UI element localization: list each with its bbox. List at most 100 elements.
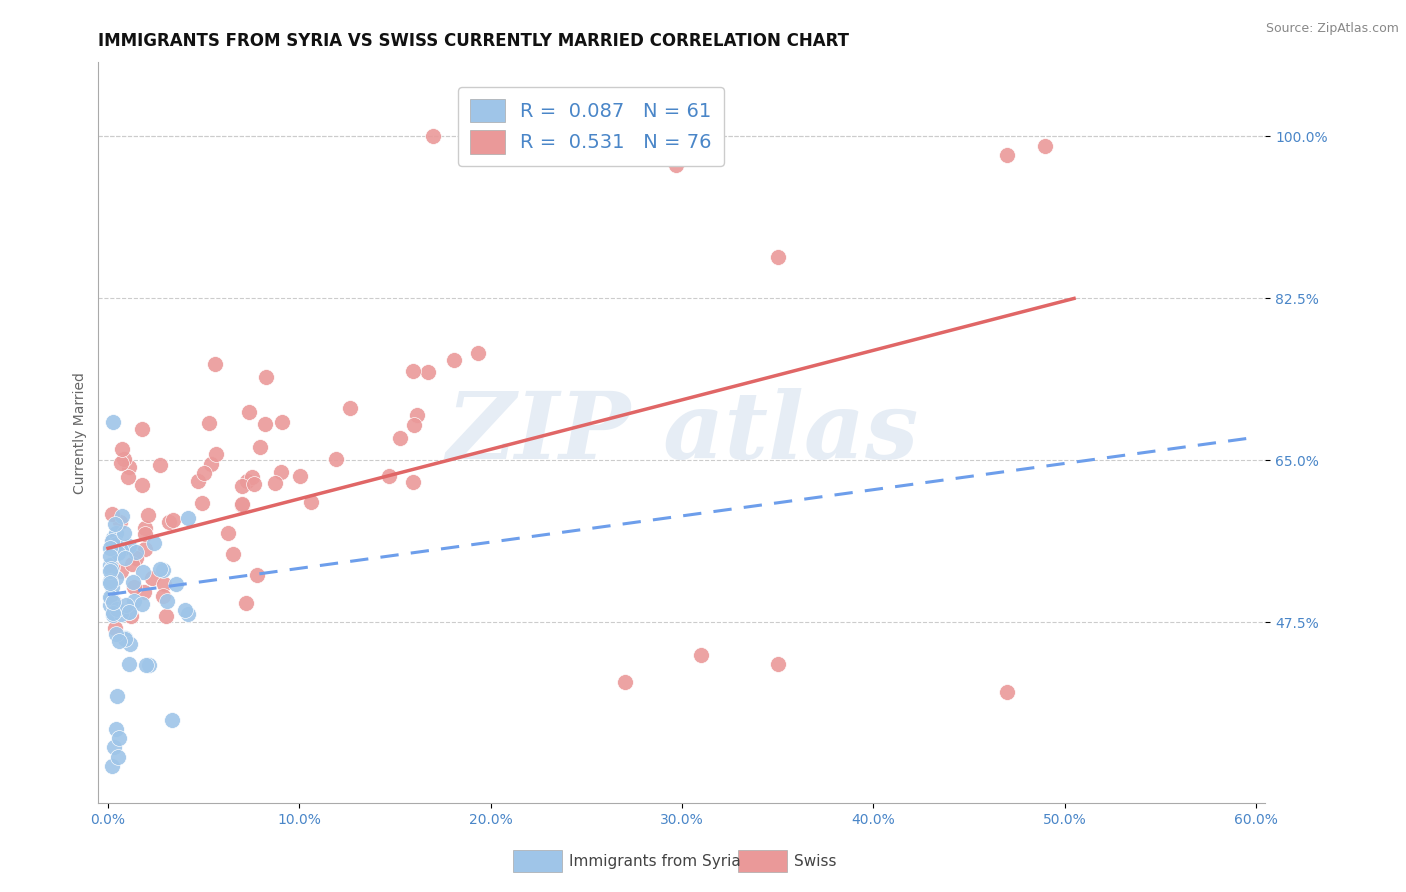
Point: [238, 405, 260, 419]
Point: [177, 607, 200, 622]
Point: [103, 740, 125, 755]
Point: [406, 409, 429, 423]
Point: [152, 589, 174, 603]
Point: [101, 606, 124, 620]
Point: [108, 731, 131, 745]
Point: [101, 580, 124, 594]
Point: [995, 148, 1018, 162]
Point: [107, 545, 129, 559]
Point: [141, 571, 163, 585]
Point: [766, 250, 789, 264]
Point: [198, 416, 221, 430]
Point: [389, 431, 412, 445]
Text: Source: ZipAtlas.com: Source: ZipAtlas.com: [1265, 22, 1399, 36]
Point: [121, 608, 143, 623]
Point: [98, 541, 121, 556]
Point: [98, 591, 121, 605]
Text: Swiss: Swiss: [794, 855, 837, 869]
Point: [111, 442, 134, 456]
Point: [157, 515, 180, 529]
Point: [108, 634, 131, 648]
Point: [162, 713, 184, 727]
Point: [131, 478, 153, 492]
Point: [132, 565, 155, 579]
Point: [177, 511, 200, 525]
Point: [122, 580, 145, 594]
Point: [299, 495, 322, 509]
Point: [254, 369, 277, 384]
Point: [118, 460, 141, 475]
Point: [103, 531, 125, 545]
Point: [104, 621, 127, 635]
Point: [149, 458, 172, 473]
Point: [136, 508, 159, 522]
Point: [108, 516, 131, 530]
Point: [162, 513, 184, 527]
Point: [134, 541, 156, 556]
Point: [101, 596, 124, 610]
Point: [98, 574, 121, 589]
Point: [271, 415, 294, 429]
Point: [98, 598, 121, 612]
Point: [103, 595, 125, 609]
Point: [339, 401, 361, 416]
Point: [200, 457, 222, 471]
Point: [101, 534, 124, 549]
Point: [665, 158, 688, 172]
Point: [416, 365, 439, 379]
Point: [98, 576, 121, 591]
Point: [101, 595, 124, 609]
Point: [235, 596, 257, 610]
Point: [187, 475, 209, 489]
Point: [104, 571, 127, 585]
Point: [690, 648, 713, 662]
Point: [249, 440, 271, 454]
Point: [104, 722, 127, 736]
Point: [115, 598, 138, 612]
Text: Immigrants from Syria: Immigrants from Syria: [569, 855, 741, 869]
Point: [401, 475, 423, 490]
Point: [235, 474, 257, 488]
Point: [205, 447, 228, 461]
Point: [422, 129, 444, 144]
Point: [112, 526, 135, 541]
Point: [193, 467, 215, 481]
Point: [104, 516, 127, 531]
Point: [101, 415, 124, 429]
Point: [104, 537, 127, 551]
Point: [131, 422, 153, 436]
Point: [122, 574, 145, 589]
Point: [121, 557, 143, 571]
Point: [114, 550, 136, 565]
Point: [204, 357, 226, 371]
Text: ZIP atlas: ZIP atlas: [446, 388, 918, 477]
Point: [165, 576, 187, 591]
Point: [155, 593, 177, 607]
Point: [246, 568, 269, 582]
Point: [131, 598, 153, 612]
Point: [101, 507, 124, 521]
Point: [155, 609, 177, 624]
Point: [134, 585, 156, 599]
Point: [110, 456, 132, 470]
Point: [100, 591, 122, 605]
Point: [134, 521, 156, 535]
Point: [443, 353, 465, 368]
Point: [101, 533, 124, 548]
Point: [243, 477, 266, 491]
Point: [190, 496, 212, 510]
Point: [149, 562, 172, 576]
Point: [105, 602, 128, 616]
Point: [114, 632, 136, 646]
Point: [153, 577, 176, 591]
Point: [995, 685, 1018, 699]
Point: [125, 545, 148, 559]
Point: [242, 470, 264, 484]
Point: [105, 526, 128, 541]
Point: [143, 535, 166, 549]
Legend: R =  0.087   N = 61, R =  0.531   N = 76: R = 0.087 N = 61, R = 0.531 N = 76: [458, 87, 724, 166]
Point: [254, 417, 277, 431]
Point: [138, 658, 160, 673]
Point: [401, 364, 423, 378]
Point: [231, 479, 253, 493]
